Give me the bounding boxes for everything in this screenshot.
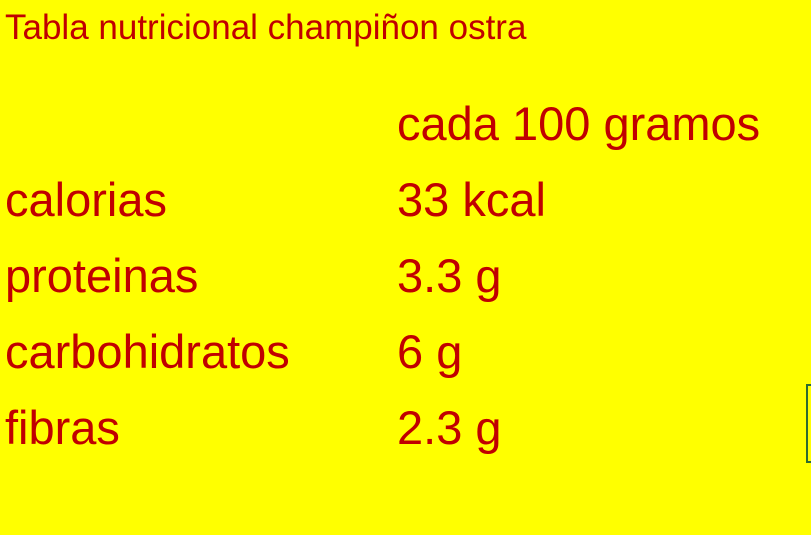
- row-label-calorias[interactable]: calorias: [5, 173, 167, 226]
- column-header-per-100g[interactable]: cada 100 gramos: [397, 97, 761, 150]
- row-value-fibras[interactable]: 2.3 g: [397, 401, 502, 454]
- row-value-carbohidratos[interactable]: 6 g: [397, 325, 463, 378]
- selected-cell-border[interactable]: [806, 384, 811, 463]
- row-value-proteinas[interactable]: 3.3 g: [397, 249, 502, 302]
- row-label-fibras[interactable]: fibras: [5, 401, 120, 454]
- row-value-calorias[interactable]: 33 kcal: [397, 173, 546, 226]
- sheet-title[interactable]: Tabla nutricional champiñon ostra: [5, 8, 527, 47]
- row-label-carbohidratos[interactable]: carbohidratos: [5, 325, 290, 378]
- row-label-proteinas[interactable]: proteinas: [5, 249, 199, 302]
